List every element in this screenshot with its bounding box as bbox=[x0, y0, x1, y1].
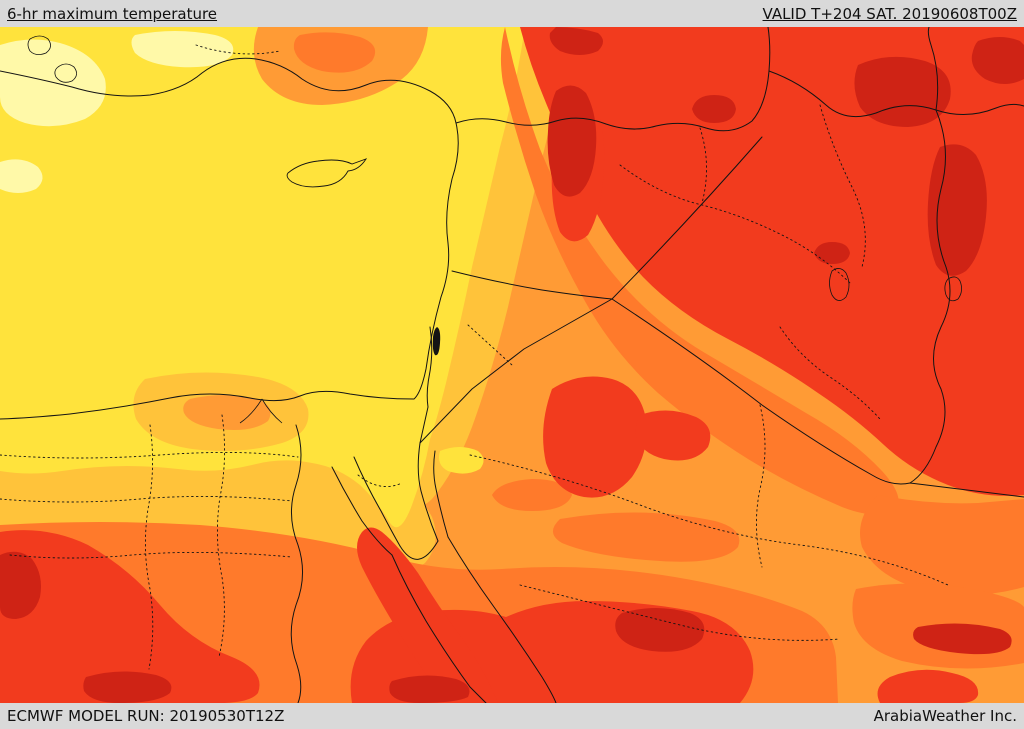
temperature-map bbox=[0, 27, 1024, 703]
admin-syria-1 bbox=[619, 164, 853, 286]
admin-iraq-2 bbox=[779, 326, 881, 420]
cyprus-outline bbox=[286, 158, 368, 188]
admin-egypt-h1 bbox=[0, 451, 299, 459]
admin-egypt-h3 bbox=[9, 551, 293, 559]
dark-red-blob-ne-corner bbox=[854, 56, 951, 127]
nile-river bbox=[290, 424, 303, 703]
dark-red-blob-central-saudi bbox=[615, 608, 705, 652]
admin-egypt-v2 bbox=[216, 414, 226, 658]
pale-yellow-blob-d bbox=[0, 159, 43, 193]
deep-orange-streak-saudi-a bbox=[552, 512, 740, 562]
map-title: 6-hr maximum temperature bbox=[7, 4, 218, 23]
coast-redsea-west bbox=[391, 554, 487, 703]
footer-bar: ECMWF MODEL RUN: 20190530T12Z ArabiaWeat… bbox=[0, 703, 1024, 729]
dark-red-blob-top bbox=[549, 27, 603, 55]
deep-orange-crescent-east bbox=[500, 27, 899, 515]
dark-red-blob-bottom-left bbox=[83, 671, 172, 703]
turkey-lake-a bbox=[27, 35, 51, 55]
deep-orange-band-east bbox=[860, 495, 1024, 595]
coast-gulf-suez-east bbox=[353, 456, 401, 547]
border-syria-iraq bbox=[611, 136, 763, 300]
dark-red-blob-central-iraq bbox=[814, 242, 850, 264]
dark-red-blob-corner-right bbox=[971, 37, 1024, 84]
dark-red-band-east-edge bbox=[927, 144, 987, 276]
red-strip-redsea bbox=[357, 527, 498, 703]
red-blob-bottomright bbox=[877, 669, 979, 703]
border-ne-corner bbox=[927, 27, 939, 111]
admin-boundary-lines bbox=[0, 44, 949, 670]
red-blob-jordan bbox=[543, 376, 647, 498]
admin-saudi-long bbox=[469, 454, 949, 586]
border-jordan-saudi bbox=[419, 298, 613, 444]
border-saudi-iraq bbox=[611, 298, 1024, 498]
border-iraq-iran bbox=[909, 109, 951, 484]
red-region-northeast bbox=[520, 27, 1024, 496]
coast-redsea-east bbox=[447, 536, 557, 703]
header-bar: 6-hr maximum temperature VALID T+204 SAT… bbox=[0, 0, 1024, 27]
border-israel-jordan bbox=[419, 326, 433, 444]
orange-core-delta bbox=[183, 395, 271, 430]
yellow-region-main bbox=[0, 27, 525, 528]
red-blob-jordan-tail bbox=[635, 410, 711, 461]
admin-saudi-2 bbox=[519, 584, 841, 641]
dark-red-blob-syria bbox=[547, 85, 597, 197]
admin-iraq-1 bbox=[819, 104, 866, 268]
coast-gulf-aqaba-east bbox=[433, 450, 449, 538]
admin-jordan bbox=[467, 324, 513, 366]
deep-orange-streak-saudi-b bbox=[492, 479, 572, 511]
admin-sinai bbox=[357, 474, 403, 488]
coast-gulf-suez-west bbox=[331, 466, 393, 556]
transition-band-egypt bbox=[0, 431, 436, 574]
admin-saudi-v bbox=[755, 404, 766, 568]
yellow-spot-nw-saudi bbox=[439, 447, 484, 474]
admin-egypt-v1 bbox=[144, 424, 154, 670]
dark-red-blob-mosul bbox=[692, 95, 736, 123]
pale-yellow-blob-b bbox=[131, 31, 234, 68]
lake-habbaniyah bbox=[944, 276, 962, 302]
dark-red-blob-left-edge bbox=[0, 551, 41, 619]
coast-gulf-aqaba-west bbox=[417, 442, 439, 542]
model-run-label: ECMWF MODEL RUN: 20190530T12Z bbox=[7, 707, 285, 725]
admin-turkey bbox=[195, 44, 281, 55]
dark-red-blob-bottom-right bbox=[913, 623, 1012, 655]
admin-syria-2 bbox=[699, 127, 707, 204]
coast-sinai-tip bbox=[399, 540, 439, 560]
deep-orange-core-turkey bbox=[293, 32, 376, 73]
lake-assad bbox=[829, 268, 850, 301]
border-jordan-syria bbox=[451, 270, 613, 300]
border-turkey-iraq bbox=[768, 70, 1024, 118]
valid-time-label: VALID T+204 SAT. 20190608T00Z bbox=[762, 4, 1017, 23]
border-turkey-syria bbox=[455, 27, 771, 132]
turkey-lake-b bbox=[54, 63, 77, 83]
red-region-southwest bbox=[0, 530, 260, 703]
dark-red-blob-bottom-center bbox=[389, 675, 470, 703]
nile-delta-west bbox=[239, 398, 263, 424]
dead-sea bbox=[432, 327, 441, 356]
nile-delta-east bbox=[261, 398, 283, 424]
credit-label: ArabiaWeather Inc. bbox=[873, 707, 1017, 725]
admin-egypt-h2 bbox=[0, 495, 293, 503]
coastline-turkey-levant-egypt bbox=[0, 57, 459, 420]
border-lines bbox=[0, 27, 1024, 703]
